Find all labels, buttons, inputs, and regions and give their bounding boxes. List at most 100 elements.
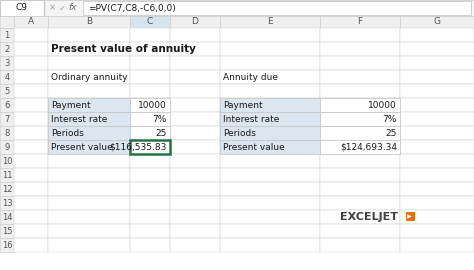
Bar — [170, 126, 220, 140]
Text: 9: 9 — [4, 143, 9, 151]
Bar — [48, 98, 130, 112]
Text: fx: fx — [69, 4, 77, 12]
Text: =PV(C7,C8,-C6,0,0): =PV(C7,C8,-C6,0,0) — [88, 4, 176, 12]
Bar — [130, 42, 170, 56]
Bar — [400, 224, 474, 238]
Bar — [0, 16, 14, 28]
Bar — [170, 16, 220, 28]
Bar — [14, 84, 48, 98]
Text: E: E — [267, 18, 273, 26]
Bar — [0, 0, 474, 16]
Bar — [220, 238, 320, 252]
Bar — [14, 224, 48, 238]
Text: $124,693.34: $124,693.34 — [340, 143, 397, 151]
Bar — [220, 112, 320, 126]
Bar — [14, 140, 48, 154]
Bar — [320, 70, 400, 84]
Bar — [220, 16, 320, 28]
Bar — [48, 154, 130, 168]
Bar — [48, 182, 130, 196]
Bar — [170, 168, 220, 182]
Bar — [220, 70, 320, 84]
Bar — [0, 0, 44, 16]
Bar — [170, 140, 220, 154]
Bar — [48, 84, 130, 98]
Bar — [48, 126, 130, 140]
Bar — [320, 126, 400, 140]
Text: ✓: ✓ — [58, 4, 65, 12]
Bar — [400, 56, 474, 70]
Bar — [170, 42, 220, 56]
Bar — [14, 126, 48, 140]
Bar — [48, 140, 130, 154]
Text: ▶: ▶ — [407, 214, 412, 220]
Bar — [0, 224, 14, 238]
Text: 7%: 7% — [383, 114, 397, 123]
Bar — [14, 238, 48, 252]
Bar — [83, 1, 471, 15]
Bar — [14, 42, 48, 56]
Bar — [400, 112, 474, 126]
Bar — [220, 140, 320, 154]
Bar — [320, 196, 400, 210]
Bar — [14, 98, 48, 112]
Bar — [14, 168, 48, 182]
Bar — [0, 154, 14, 168]
Bar — [220, 42, 320, 56]
Bar — [48, 224, 130, 238]
Bar — [400, 238, 474, 252]
Bar — [220, 84, 320, 98]
Bar — [400, 168, 474, 182]
Bar — [400, 42, 474, 56]
Bar — [220, 112, 320, 126]
Bar — [400, 182, 474, 196]
Bar — [400, 28, 474, 42]
Text: $116,535.83: $116,535.83 — [109, 143, 167, 151]
Bar — [400, 84, 474, 98]
Bar — [0, 112, 14, 126]
Bar — [130, 126, 170, 140]
Text: Interest rate: Interest rate — [51, 114, 108, 123]
Bar — [320, 168, 400, 182]
Bar — [0, 210, 14, 224]
Bar — [14, 56, 48, 70]
Bar — [130, 126, 170, 140]
Bar — [48, 112, 130, 126]
Text: A: A — [28, 18, 34, 26]
Bar — [320, 154, 400, 168]
Bar — [170, 154, 220, 168]
Bar — [130, 112, 170, 126]
Bar — [130, 224, 170, 238]
Bar — [320, 210, 400, 224]
Bar — [220, 224, 320, 238]
Bar — [0, 196, 14, 210]
Bar — [130, 98, 170, 112]
Bar — [130, 56, 170, 70]
Bar — [320, 238, 400, 252]
Bar — [400, 210, 474, 224]
Bar — [400, 70, 474, 84]
Bar — [170, 182, 220, 196]
Bar — [220, 140, 320, 154]
Bar — [320, 28, 400, 42]
Text: Interest rate: Interest rate — [223, 114, 279, 123]
Text: 14: 14 — [2, 212, 12, 221]
Bar — [48, 56, 130, 70]
Bar — [400, 126, 474, 140]
Bar — [320, 112, 400, 126]
Bar — [14, 28, 48, 42]
Text: B: B — [86, 18, 92, 26]
Bar — [14, 210, 48, 224]
Text: Payment: Payment — [223, 100, 263, 110]
Bar — [320, 84, 400, 98]
Bar — [220, 98, 320, 112]
Text: 7: 7 — [4, 114, 9, 123]
Bar — [130, 98, 170, 112]
Bar — [220, 168, 320, 182]
Bar — [0, 42, 14, 56]
Bar — [48, 112, 130, 126]
Text: 11: 11 — [2, 170, 12, 180]
Bar — [406, 212, 415, 221]
Text: D: D — [191, 18, 199, 26]
Text: Periods: Periods — [51, 129, 84, 137]
